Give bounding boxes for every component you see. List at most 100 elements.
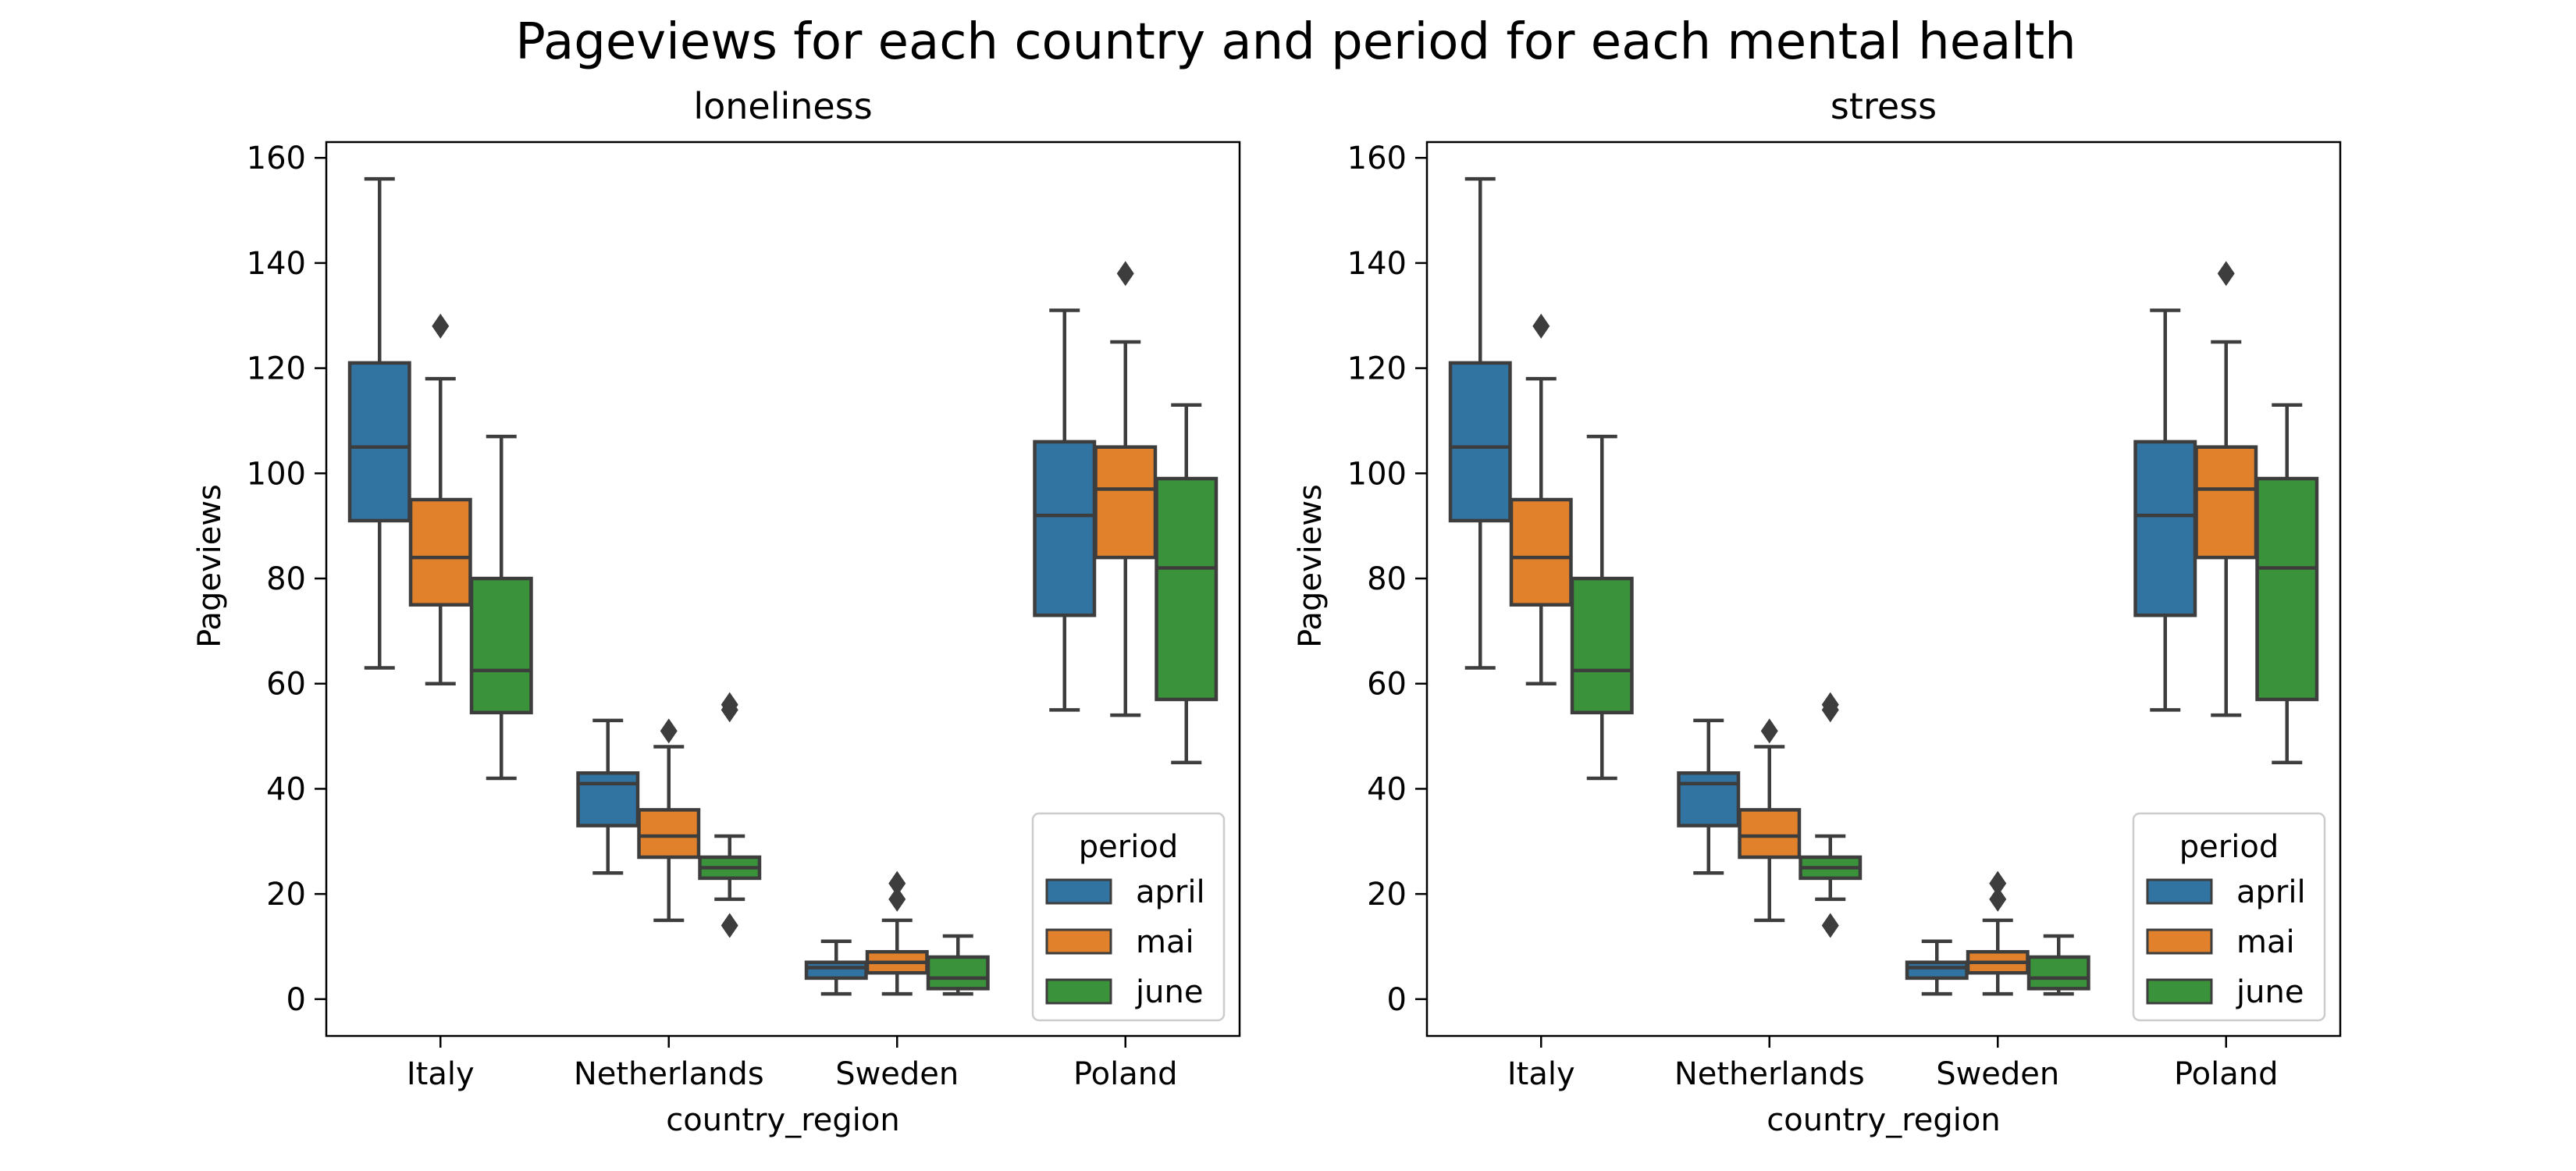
subplot-stress: stress Pageviews country_region 0 20 40 60 8… [1293, 85, 2342, 1138]
legend-label-april: april [1136, 874, 1205, 910]
axes-frame [1425, 141, 2342, 1038]
box-june-sweden [926, 934, 990, 996]
x-tick-label: Italy [407, 1056, 475, 1092]
iqr-box [347, 361, 411, 523]
box-mai-italy [1509, 313, 1573, 685]
y-tick-label: 40 [266, 771, 306, 807]
legend-label-april: april [2236, 874, 2306, 910]
outlier-marker [660, 718, 678, 744]
y-tick-label: 120 [247, 351, 306, 387]
box-april-italy [347, 176, 411, 670]
iqr-box [408, 497, 472, 607]
y-tick-label: 140 [247, 246, 306, 282]
iqr-box [469, 576, 533, 715]
legend-label-june: june [2236, 974, 2304, 1010]
outlier-marker [1989, 886, 2007, 912]
iqr-box [1509, 497, 1573, 607]
box-june-italy [469, 434, 533, 781]
iqr-box [2133, 440, 2197, 618]
outlier-marker [2217, 261, 2235, 287]
y-tick-label: 20 [1367, 877, 1407, 913]
box-mai-netherlands [1738, 718, 1802, 923]
box-mai-sweden [1966, 870, 2030, 996]
box-april-netherlands [1677, 718, 1741, 875]
y-tick-label: 120 [1347, 351, 1407, 387]
y-axis-label: Pageviews [1293, 484, 1329, 648]
outlier-marker [1532, 313, 1550, 339]
y-tick-label: 60 [266, 667, 306, 703]
iqr-box [637, 808, 701, 860]
y-tick-label: 80 [1367, 561, 1407, 597]
figure-title: Pageviews for each country and period fo… [515, 13, 2076, 71]
legend: period april mai june [1031, 812, 1226, 1022]
outlier-marker [1116, 261, 1134, 287]
outlier-marker [1760, 718, 1778, 744]
y-tick-label: 20 [266, 877, 306, 913]
outlier-marker [720, 692, 738, 717]
subplot-title: loneliness [693, 85, 872, 127]
legend-swatch-april [2146, 878, 2213, 905]
plot-area: 0 20 40 60 80 100 120 140 160 Italy Netherlands Swe… [247, 141, 1241, 1092]
legend-title: period [2179, 829, 2279, 865]
legend-swatch-mai [2146, 928, 2213, 955]
y-tick-label: 100 [1347, 456, 1407, 492]
x-tick-label: Sweden [1936, 1056, 2059, 1092]
legend-label-june: june [1135, 974, 1203, 1010]
outlier-marker [1821, 692, 1839, 717]
outlier-marker [888, 886, 906, 912]
iqr-box [1033, 440, 1097, 618]
iqr-box [1677, 771, 1741, 828]
outlier-marker [720, 913, 738, 938]
box-mai-italy [408, 313, 472, 685]
axes-frame [325, 141, 1241, 1038]
iqr-box [1905, 960, 1969, 981]
legend-swatch-june [1045, 978, 1112, 1005]
box-june-poland [2255, 403, 2319, 765]
outlier-marker [1989, 870, 2007, 896]
y-tick-label: 80 [266, 561, 306, 597]
x-tick-label: Poland [1073, 1056, 1178, 1092]
box-april-netherlands [576, 718, 640, 875]
box-june-sweden [2026, 934, 2090, 996]
y-tick-label: 0 [286, 982, 306, 1018]
legend: period april mai june [2132, 812, 2326, 1022]
legend-swatch-april [1045, 878, 1112, 905]
subplot-loneliness: loneliness Pageviews country_region 0 20 4… [192, 85, 1241, 1138]
outlier-marker [432, 313, 450, 339]
box-april-sweden [1905, 939, 1969, 996]
x-tick-label: Netherlands [1674, 1056, 1865, 1092]
box-june-poland [1155, 403, 1219, 765]
legend-label-mai: mai [1136, 924, 1194, 960]
box-june-netherlands [698, 692, 762, 938]
box-june-italy [1570, 434, 1634, 781]
y-tick-label: 40 [1367, 771, 1407, 807]
x-tick-label: Poland [2174, 1056, 2279, 1092]
legend-frame [2132, 812, 2326, 1022]
box-june-netherlands [1799, 692, 1863, 938]
iqr-box [926, 955, 990, 991]
box-mai-netherlands [637, 718, 701, 923]
x-axis-label: country_region [666, 1102, 899, 1138]
legend-frame [1031, 812, 1226, 1022]
iqr-box [2026, 955, 2090, 991]
iqr-box [1570, 576, 1634, 715]
iqr-box [1448, 361, 1512, 523]
box-april-italy [1448, 176, 1512, 670]
iqr-box [1738, 808, 1802, 860]
legend-title: period [1079, 829, 1178, 865]
box-april-poland [2133, 308, 2197, 712]
x-tick-label: Netherlands [574, 1056, 764, 1092]
outlier-marker [1821, 913, 1839, 938]
x-tick-label: Italy [1507, 1056, 1575, 1092]
y-tick-label: 160 [247, 141, 306, 176]
y-tick-label: 0 [1387, 982, 1407, 1018]
iqr-box [576, 771, 640, 828]
iqr-box [1155, 476, 1219, 702]
y-tick-label: 140 [1347, 246, 1407, 282]
legend-swatch-mai [1045, 928, 1112, 955]
box-mai-sweden [865, 870, 929, 996]
legend-label-mai: mai [2236, 924, 2295, 960]
x-axis-label: country_region [1767, 1102, 2000, 1138]
y-tick-label: 160 [1347, 141, 1407, 176]
